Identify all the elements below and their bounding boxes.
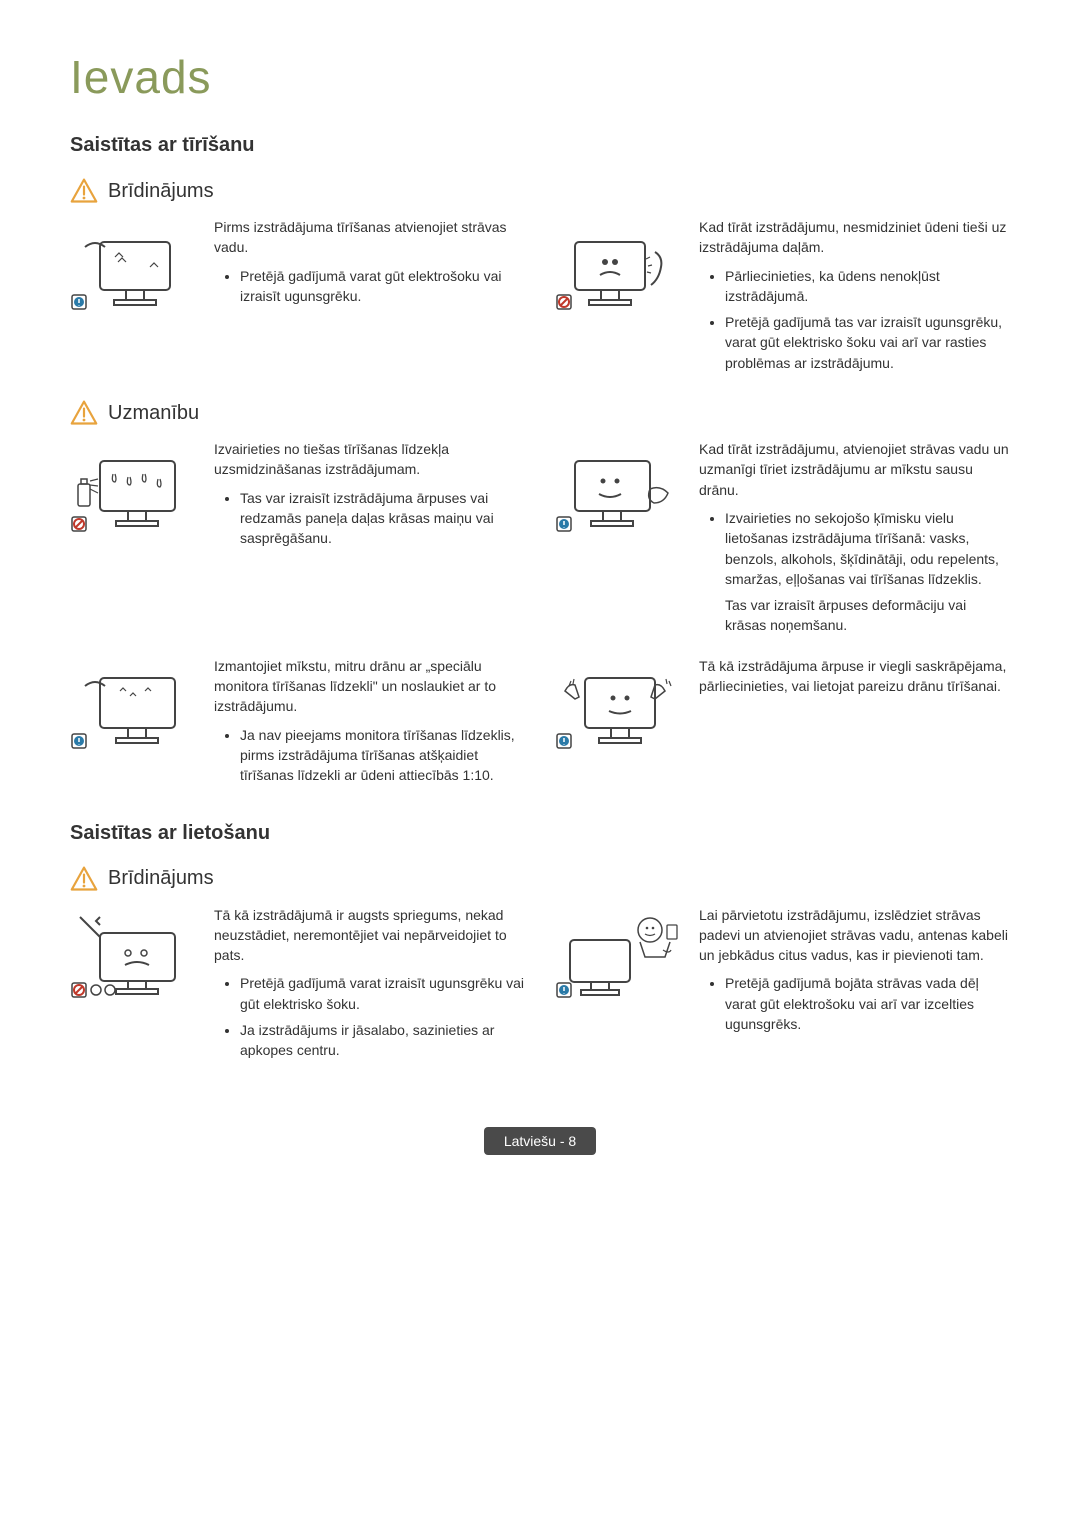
cleaning-caution-row-2: Izmantojiet mīkstu, mitru drānu ar „spec… [70,656,1010,792]
warning-triangle-icon [70,865,98,893]
bullet: Pretējā gadījumā tas var izraisīt ugunsg… [725,312,1010,373]
cleaning-caution1-right: Kad tīrāt izstrādājumu, atvienojiet strā… [555,439,1010,636]
page-number-badge: Latviešu - 8 [484,1127,596,1155]
illus-no-direct-spray [70,439,200,539]
cleaning-caution1-left-text: Izvairieties no tiešas tīrīšanas līdzekļ… [214,439,525,554]
warning-heading-usage: Brīdinājums [70,865,1010,893]
usage-warn-left: Tā kā izstrādājumā ir augsts spriegums, … [70,905,525,1067]
cleaning-caution1-left: Izvairieties no tiešas tīrīšanas līdzekļ… [70,439,525,636]
cleaning-warning-row: Pirms izstrādājuma tīrīšanas atvienojiet… [70,217,1010,379]
illus-dilute-cleaner [70,656,200,756]
lead-text: Tā kā izstrādājuma ārpuse ir viegli sask… [699,656,1010,697]
cleaning-caution2-left: Izmantojiet mīkstu, mitru drānu ar „spec… [70,656,525,792]
page-title: Ievads [70,50,1010,104]
lead-text: Lai pārvietotu izstrādājumu, izslēdziet … [699,905,1010,966]
usage-warn-right-text: Lai pārvietotu izstrādājumu, izslēdziet … [699,905,1010,1041]
cleaning-caution2-right: Tā kā izstrādājuma ārpuse ir viegli sask… [555,656,1010,792]
section-usage-heading: Saistītas ar lietošanu [70,822,1010,845]
lead-text: Kad tīrāt izstrādājumu, atvienojiet strā… [699,439,1010,500]
illus-unplug-before-move [555,905,685,1005]
warning-triangle-icon [70,177,98,205]
warning-label: Brīdinājums [108,867,214,890]
lead-text: Izmantojiet mīkstu, mitru drānu ar „spec… [214,656,525,717]
cleaning-caution2-right-text: Tā kā izstrādājuma ārpuse ir viegli sask… [699,656,1010,705]
illus-no-self-repair [70,905,200,1005]
cleaning-caution2-left-text: Izmantojiet mīkstu, mitru drānu ar „spec… [214,656,525,792]
cleaning-caution-row-1: Izvairieties no tiešas tīrīšanas līdzekļ… [70,439,1010,636]
sub-text: Tas var izraisīt ārpuses deformāciju vai… [699,595,1010,636]
page-footer: Latviešu - 8 [70,1127,1010,1155]
usage-warn-right: Lai pārvietotu izstrādājumu, izslēdziet … [555,905,1010,1067]
usage-warn-left-text: Tā kā izstrādājumā ir augsts spriegums, … [214,905,525,1067]
cleaning-warn-right-text: Kad tīrāt izstrādājumu, nesmidziniet ūde… [699,217,1010,379]
bullet: Pretējā gadījumā varat izraisīt ugunsgrē… [240,973,525,1014]
illus-soft-cloth [555,439,685,539]
bullet: Ja izstrādājums ir jāsalabo, sazinieties… [240,1020,525,1061]
illus-unplug-before-clean [70,217,200,317]
cleaning-caution1-right-text: Kad tīrāt izstrādājumu, atvienojiet strā… [699,439,1010,636]
lead-text: Izvairieties no tiešas tīrīšanas līdzekļ… [214,439,525,480]
caution-triangle-icon [70,399,98,427]
bullet: Pārliecinieties, ka ūdens nenokļūst izst… [725,266,1010,307]
usage-warning-row: Tā kā izstrādājumā ir augsts spriegums, … [70,905,1010,1067]
cleaning-warn-left: Pirms izstrādājuma tīrīšanas atvienojiet… [70,217,525,379]
illus-no-water-spray [555,217,685,317]
bullet: Tas var izraisīt izstrādājuma ārpuses va… [240,488,525,549]
cleaning-warn-right: Kad tīrāt izstrādājumu, nesmidziniet ūde… [555,217,1010,379]
bullet: Izvairieties no sekojošo ķīmisku vielu l… [725,508,1010,589]
cleaning-warn-left-text: Pirms izstrādājuma tīrīšanas atvienojiet… [214,217,525,312]
bullet: Pretējā gadījumā bojāta strāvas vada dēļ… [725,973,1010,1034]
warning-heading-cleaning: Brīdinājums [70,177,1010,205]
caution-heading-cleaning: Uzmanību [70,399,1010,427]
bullet: Ja nav pieejams monitora tīrīšanas līdze… [240,725,525,786]
lead-text: Kad tīrāt izstrādājumu, nesmidziniet ūde… [699,217,1010,258]
bullet: Pretējā gadījumā varat gūt elektrošoku v… [240,266,525,307]
section-cleaning-heading: Saistītas ar tīrīšanu [70,134,1010,157]
warning-label: Brīdinājums [108,180,214,203]
lead-text: Pirms izstrādājuma tīrīšanas atvienojiet… [214,217,525,258]
illus-scratch-warning [555,656,685,756]
lead-text: Tā kā izstrādājumā ir augsts spriegums, … [214,905,525,966]
caution-label: Uzmanību [108,402,199,425]
